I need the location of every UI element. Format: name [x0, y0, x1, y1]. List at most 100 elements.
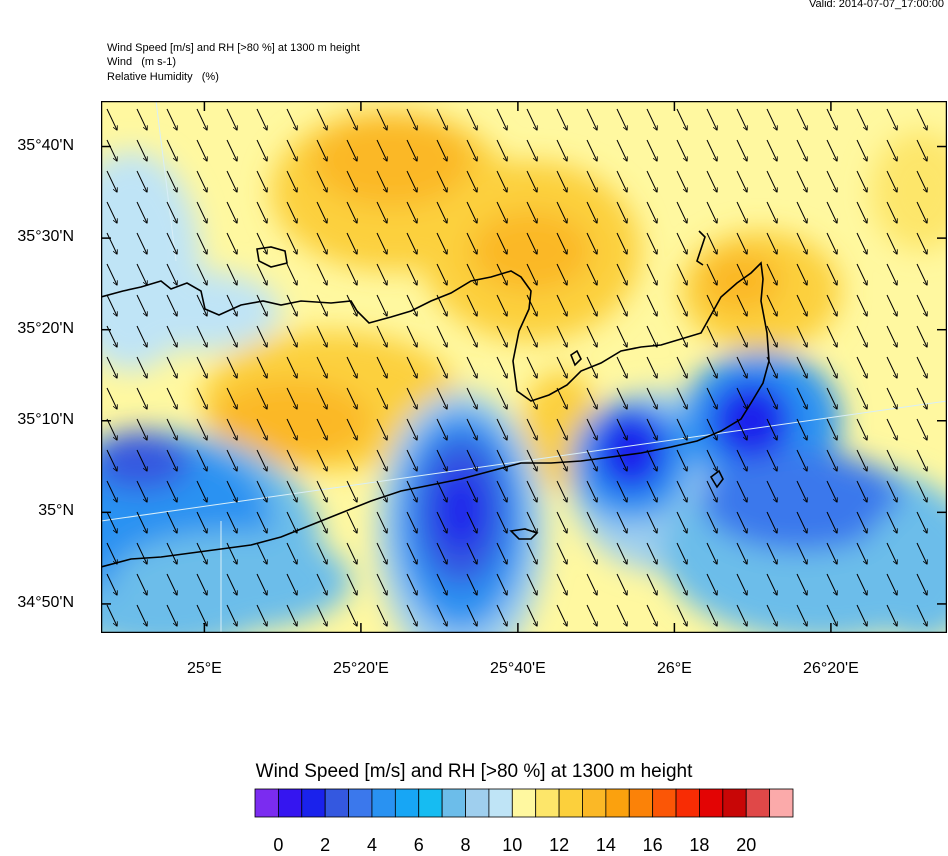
- wind-arrow: [286, 232, 297, 254]
- colorbar-label: 6: [413, 835, 424, 855]
- wind-arrow: [616, 449, 627, 471]
- wind-arrow: [706, 418, 717, 440]
- wind-arrow: [556, 542, 567, 564]
- wind-arrow: [796, 201, 807, 223]
- wind-arrow: [316, 263, 327, 285]
- wind-arrow: [586, 356, 597, 378]
- wind-arrow: [436, 170, 447, 192]
- wind-arrow: [886, 294, 897, 316]
- wind-arrow: [316, 356, 327, 378]
- wind-arrow: [916, 139, 927, 161]
- wind-arrow: [316, 170, 327, 192]
- wind-arrow: [316, 325, 327, 347]
- wind-arrow: [736, 387, 747, 409]
- wind-arrow: [406, 294, 417, 316]
- wind-arrow: [256, 418, 267, 440]
- wind-arrow: [226, 480, 237, 502]
- wind-arrow: [826, 387, 837, 409]
- wind-arrow: [706, 108, 717, 130]
- wind-arrow: [376, 170, 387, 192]
- wind-arrow: [556, 573, 567, 595]
- wind-arrow: [646, 387, 657, 409]
- wind-arrow: [616, 480, 627, 502]
- wind-arrow: [586, 232, 597, 254]
- wind-arrow: [346, 201, 357, 223]
- wind-arrow: [556, 201, 567, 223]
- lat-label: 35°40'N: [17, 136, 74, 154]
- wind-arrow: [496, 387, 507, 409]
- wind-arrow: [766, 418, 777, 440]
- wind-arrow: [226, 511, 237, 533]
- wind-arrow: [346, 573, 357, 595]
- wind-arrow: [706, 511, 717, 533]
- wind-arrow: [316, 449, 327, 471]
- wind-arrow: [196, 449, 207, 471]
- wind-arrow: [826, 356, 837, 378]
- wind-arrow: [556, 170, 567, 192]
- wind-arrow: [676, 387, 687, 409]
- wind-arrow: [706, 387, 717, 409]
- wind-arrow: [886, 232, 897, 254]
- wind-arrow: [916, 418, 927, 440]
- wind-arrow: [886, 604, 897, 626]
- wind-arrow: [496, 263, 507, 285]
- wind-arrow: [556, 387, 567, 409]
- wind-arrow: [346, 449, 357, 471]
- wind-arrow: [856, 418, 867, 440]
- wind-arrow: [256, 139, 267, 161]
- wind-arrow: [256, 232, 267, 254]
- wind-arrow: [886, 108, 897, 130]
- wind-arrow: [586, 170, 597, 192]
- wind-arrow: [676, 108, 687, 130]
- wind-arrow: [736, 139, 747, 161]
- wind-arrow: [766, 263, 777, 285]
- header-line-1: Wind Speed [m/s] and RH [>80 %] at 1300 …: [107, 42, 360, 54]
- wind-arrow: [436, 511, 447, 533]
- wind-arrow: [166, 263, 177, 285]
- wind-arrow: [736, 480, 747, 502]
- wind-arrow: [406, 356, 417, 378]
- wind-arrow: [436, 325, 447, 347]
- wind-arrow: [166, 418, 177, 440]
- wind-arrow: [376, 604, 387, 626]
- wind-arrow: [526, 232, 537, 254]
- wind-arrow: [226, 139, 237, 161]
- wind-arrow: [106, 480, 117, 502]
- wind-arrow: [796, 604, 807, 626]
- lon-label: 25°40'E: [490, 660, 546, 677]
- wind-arrow: [346, 294, 357, 316]
- wind-arrow: [826, 449, 837, 471]
- wind-arrow: [676, 418, 687, 440]
- wind-arrow: [196, 480, 207, 502]
- map-frame: [101, 101, 947, 633]
- wind-arrow: [736, 232, 747, 254]
- wind-arrow: [106, 232, 117, 254]
- wind-arrow: [616, 573, 627, 595]
- wind-arrow: [346, 108, 357, 130]
- wind-arrow: [616, 232, 627, 254]
- wind-arrow: [526, 387, 537, 409]
- colorbar-label: 0: [273, 835, 284, 855]
- wind-arrow: [526, 511, 537, 533]
- colorbar-swatch: [699, 788, 724, 818]
- wind-arrow: [916, 480, 927, 502]
- wind-arrow: [856, 511, 867, 533]
- wind-arrow: [916, 108, 927, 130]
- wind-arrow: [196, 201, 207, 223]
- colorbar: [254, 788, 794, 818]
- wind-arrow: [736, 542, 747, 564]
- wind-arrow: [556, 418, 567, 440]
- wind-arrow: [826, 108, 837, 130]
- wind-arrow: [796, 573, 807, 595]
- wind-arrow: [796, 387, 807, 409]
- wind-arrow: [916, 511, 927, 533]
- wind-arrow: [136, 542, 147, 564]
- wind-arrow: [736, 573, 747, 595]
- wind-arrow: [916, 263, 927, 285]
- wind-arrow: [136, 387, 147, 409]
- wind-arrow: [856, 170, 867, 192]
- wind-arrow: [496, 542, 507, 564]
- wind-arrow: [646, 170, 657, 192]
- wind-arrow: [856, 108, 867, 130]
- wind-arrow: [556, 511, 567, 533]
